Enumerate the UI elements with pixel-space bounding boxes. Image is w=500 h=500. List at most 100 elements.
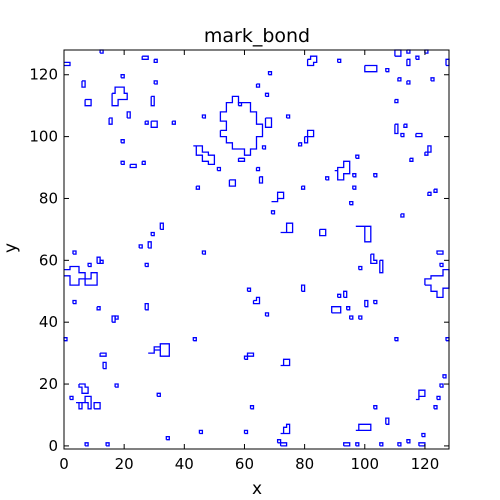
bond-contour-37 [303,129,315,144]
bond-contour-35 [306,55,318,67]
bond-contour-101 [84,442,89,447]
bond-contour-89 [159,222,164,231]
bond-contour-72 [409,157,414,162]
y-tick-label: 0 [48,437,58,455]
bond-contour-48 [355,154,360,159]
bond-contour-18 [141,160,146,166]
bond-contour-45 [352,185,357,190]
bond-contour-141 [442,374,447,379]
bond-contour-40 [270,210,276,215]
bond-contour-88 [150,231,155,237]
bond-contour-127 [373,405,378,410]
bond-contour-46 [352,173,357,178]
bond-contour-139 [436,395,441,401]
bond-contour-145 [439,262,444,268]
bond-contour-79 [87,262,92,268]
bond-contour-108 [252,296,261,305]
bond-contour-36 [337,58,342,64]
bond-contour-85 [138,244,143,249]
bond-contour-130 [355,442,360,447]
bond-contour-53 [379,259,384,274]
bond-contour-129 [343,442,351,447]
bond-contour-2 [84,98,92,107]
bond-contour-95 [102,361,107,370]
y-tick-label: 60 [39,251,58,269]
bond-contour-10 [153,80,158,85]
bond-contour-28 [267,71,273,76]
bond-contour-31 [285,114,291,119]
bond-contour-54 [373,173,378,178]
bond-contour-116 [276,439,282,444]
y-tick-label: 100 [29,128,58,146]
bond-contour-117 [279,442,288,447]
x-tick-label: 100 [350,455,379,473]
bond-contour-93 [148,343,170,357]
chart-title: mark_bond [204,25,310,47]
bond-contour-102 [105,442,110,447]
bond-contour-134 [415,389,426,401]
x-tick-label: 40 [175,455,194,473]
bond-contour-50 [355,225,372,243]
bond-contour-49 [319,228,327,237]
bond-contour-67 [385,67,390,73]
bond-contour-115 [280,423,291,435]
bond-contour-55 [394,123,399,135]
bond-contour-8 [141,55,149,60]
bond-contour-137 [421,432,426,438]
bond-contour-4 [111,86,128,107]
bond-contour-114 [243,429,249,435]
bond-contour-122 [346,306,351,311]
bond-contour-44 [334,160,351,181]
bond-contour-135 [406,439,411,444]
bond-contour-109 [264,312,270,317]
bond-contour-74 [433,188,438,193]
bond-contour-26 [201,114,207,119]
bond-contour-0 [64,61,71,67]
bond-contour-144 [436,250,444,255]
x-axis: 0 20 40 60 80 100 120 [59,50,439,473]
bond-contour-9 [153,58,158,64]
bond-contour-105 [165,435,170,441]
bond-contour-120 [337,293,342,299]
bond-contour-21 [216,166,222,172]
bond-contour-82 [96,306,101,311]
bond-contour-77 [72,250,77,255]
bond-contour-51 [370,253,378,265]
bond-contour-112 [280,358,291,367]
bond-contour-71 [424,145,432,156]
bond-contour-86 [147,241,152,249]
bond-contour-39 [271,191,285,203]
y-axis: 0 20 40 60 80 100 120 [29,66,449,455]
bond-contour-32 [261,145,267,150]
bond-contour-119 [331,306,342,314]
bond-contour-41 [280,222,294,234]
bond-contour-99 [76,395,92,410]
bond-contour-98 [69,395,74,401]
bond-contour-11 [150,95,155,107]
bond-contour-131 [355,423,372,432]
bond-contour-124 [358,315,363,320]
x-tick-label: 60 [235,455,254,473]
bond-contour-34 [258,176,264,184]
bond-contour-111 [246,352,255,357]
bond-contour-29 [264,92,270,98]
bond-contour-94 [99,352,107,357]
bond-contour-57 [403,123,408,128]
bond-contour-84 [114,315,119,320]
bond-contour-19 [193,145,216,166]
bond-contour-132 [379,442,384,447]
bond-contour-6 [108,117,113,125]
bond-contour-80 [96,256,101,265]
bond-contour-1 [81,80,86,88]
y-tick-label: 80 [39,189,58,207]
bond-contour-25 [237,101,243,107]
bond-contour-90 [144,302,149,311]
bond-contour-66 [364,64,378,73]
bond-contour-58 [397,77,402,82]
bond-contour-14 [171,120,176,125]
y-axis-label: y [1,243,21,253]
bond-contour-61 [406,58,411,67]
bond-contour-113 [249,405,255,410]
